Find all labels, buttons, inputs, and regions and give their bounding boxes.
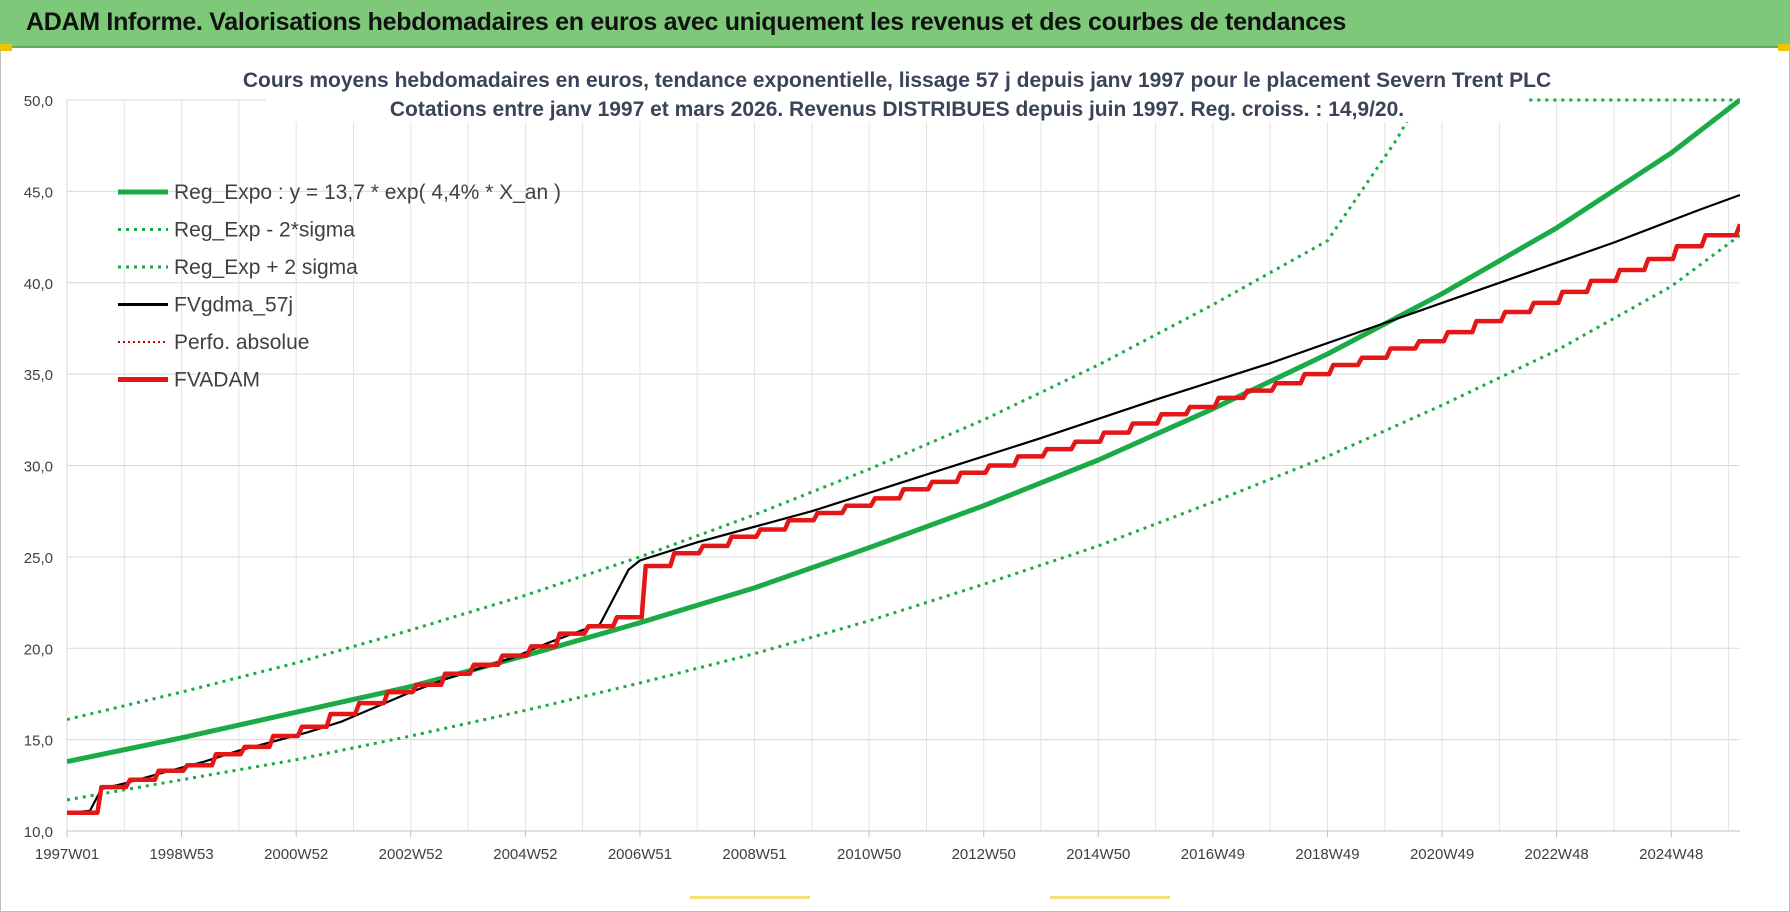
corner-marker	[0, 44, 12, 51]
x-tick-label: 2012W50	[952, 846, 1016, 863]
series-line	[67, 233, 1740, 802]
y-axis: 10,0 15,0 20,0 25,0 30,0 35,0 40,0 45,0 50,0	[24, 93, 53, 841]
plot-series	[67, 98, 1740, 815]
legend-label: Perfo. absolue	[174, 331, 309, 354]
legend-label: Reg_Expo : y = 13,7 * exp( 4,4% * X_an )	[174, 181, 561, 204]
x-tick-label: 2002W52	[379, 846, 443, 863]
x-tick-label: 2006W51	[608, 846, 672, 863]
series-line	[67, 223, 1740, 815]
chart-titles: Cours moyens hebdomadaires en euros, ten…	[243, 64, 1551, 122]
legend-label: FVADAM	[174, 369, 260, 392]
y-tick-label: 30,0	[24, 459, 53, 476]
title-background	[266, 64, 1528, 122]
y-tick-label: 50,0	[24, 93, 53, 110]
chart-title: Cours moyens hebdomadaires en euros, ten…	[243, 69, 1551, 92]
chart-subtitle: Cotations entre janv 1997 et mars 2026. …	[390, 98, 1404, 121]
series-line	[67, 98, 1740, 721]
bottom-marker	[690, 896, 810, 899]
y-tick-label: 25,0	[24, 550, 53, 567]
x-tick-label: 1998W53	[149, 846, 213, 863]
legend-label: FVgdma_57j	[174, 294, 293, 317]
y-tick-label: 35,0	[24, 367, 53, 384]
x-tick-label: 2010W50	[837, 846, 901, 863]
x-tick-label: 2018W49	[1295, 846, 1359, 863]
x-tick-label: 2008W51	[722, 846, 786, 863]
y-tick-label: 10,0	[24, 824, 53, 841]
x-tick-label: 2004W52	[493, 846, 557, 863]
x-tick-label: 1997W01	[35, 846, 99, 863]
series-line	[67, 193, 1740, 814]
bottom-marker	[1050, 896, 1170, 899]
series-line	[67, 98, 1740, 765]
y-tick-label: 20,0	[24, 641, 53, 658]
grid-lines	[66, 99, 1740, 832]
x-tick-label: 2022W48	[1525, 846, 1589, 863]
y-tick-label: 45,0	[24, 184, 53, 201]
legend-label: Reg_Exp + 2 sigma	[174, 256, 358, 279]
title-banner: ADAM Informe. Valorisations hebdomadaire…	[0, 0, 1790, 48]
chart-area: 10,0 15,0 20,0 25,0 30,0 35,0 40,0 45,0 50,0 199…	[24, 64, 1740, 863]
y-tick-label: 40,0	[24, 276, 53, 293]
y-tick-label: 15,0	[24, 733, 53, 750]
x-axis: 1997W01 1998W53 2000W52 2002W52 2004W52 2006W…	[35, 831, 1703, 863]
x-tick-label: 2016W49	[1181, 846, 1245, 863]
x-tick-label: 2024W48	[1639, 846, 1703, 863]
banner-title: ADAM Informe. Valorisations hebdomadaire…	[26, 8, 1347, 36]
legend-label: Reg_Exp - 2*sigma	[174, 219, 355, 242]
legend: Reg_Expo : y = 13,7 * exp( 4,4% * X_an )…	[118, 181, 561, 392]
x-tick-label: 2000W52	[264, 846, 328, 863]
corner-marker	[1778, 44, 1790, 51]
x-tick-label: 2014W50	[1066, 846, 1130, 863]
x-tick-label: 2020W49	[1410, 846, 1474, 863]
